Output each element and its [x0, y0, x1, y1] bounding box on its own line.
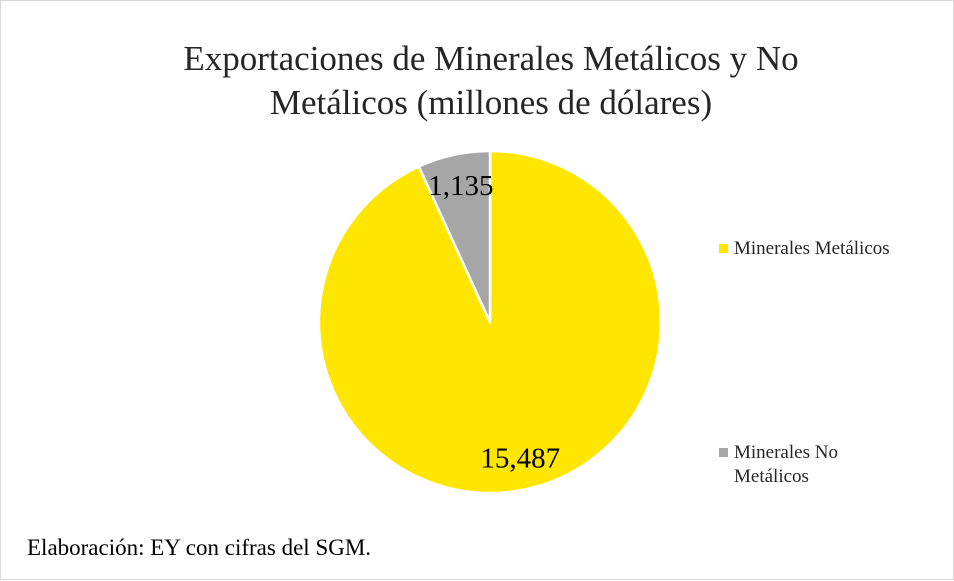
pie-slice [417, 149, 492, 324]
legend-label: Minerales No Metálicos [734, 442, 838, 487]
chart-title: Exportaciones de Minerales Metálicos y N… [183, 39, 799, 122]
source-note: Elaboración: EY con cifras del SGM. [27, 535, 372, 560]
value-label: 1,135 [428, 170, 493, 202]
legend-swatch [719, 448, 728, 457]
value-label: 15,487 [480, 442, 560, 474]
legend-swatch [719, 244, 728, 253]
legend-label: Minerales Metálicos [734, 238, 890, 259]
